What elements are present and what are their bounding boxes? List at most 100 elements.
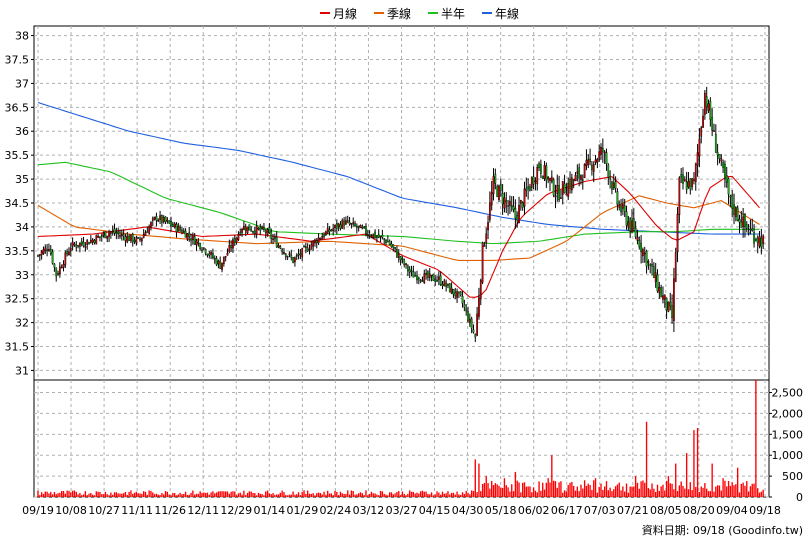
y-tick-label: 35.5 [5, 149, 30, 162]
candle-body [680, 174, 683, 178]
volume-bar [545, 482, 548, 497]
volume-bar [197, 493, 200, 497]
candle-body [179, 227, 182, 231]
volume-bar [135, 491, 138, 497]
candle-body [275, 236, 278, 248]
candle-body [636, 237, 639, 241]
candle-body [756, 237, 759, 243]
candle-body [385, 239, 387, 244]
candle-body [492, 176, 495, 195]
candle-body [397, 254, 400, 258]
candle-body [306, 247, 309, 252]
candle-body [713, 130, 715, 132]
candle-body [649, 264, 652, 266]
volume-bar [587, 483, 589, 497]
candle-body [558, 185, 560, 201]
volume-bar [199, 491, 201, 497]
volume-bar [81, 495, 83, 497]
volume-bar [582, 488, 584, 497]
x-axis: 09/19 10/08 10/27 11/11 11/26 12/11 12/29 01/14… [22, 504, 781, 517]
volume-bar [418, 493, 420, 497]
volume-bar [414, 493, 416, 497]
candle-body [355, 226, 358, 229]
volume-bar [676, 491, 679, 497]
candle-body [725, 175, 728, 183]
volume-bar [254, 493, 256, 497]
candle-body [40, 251, 43, 256]
candle-body [113, 228, 116, 234]
volume-bar [195, 493, 198, 497]
candle-body [561, 180, 564, 195]
volume-bar [177, 494, 179, 497]
candle-body [594, 159, 597, 163]
x-tick-label: 04/30 [452, 504, 484, 517]
candle-body [250, 229, 253, 232]
candle-body [432, 273, 435, 281]
candle-body [99, 236, 101, 238]
candle-body [419, 279, 422, 282]
volume-bar [53, 492, 56, 497]
candle-body [505, 200, 508, 203]
volume-bar [693, 430, 695, 497]
candle-body [184, 230, 187, 238]
volume-bar [496, 484, 498, 497]
volume-bar [492, 485, 495, 497]
candle-body [755, 239, 757, 241]
candle-body [186, 233, 189, 240]
candle-body [406, 265, 409, 272]
candle-body [53, 263, 56, 268]
y-tick-label: 34 [15, 221, 29, 234]
volume-bar [474, 459, 476, 497]
candle-body [337, 223, 340, 227]
candle-body [734, 207, 737, 217]
candle-body [58, 266, 61, 275]
candle-body [281, 249, 284, 253]
candle-body [323, 234, 325, 237]
candle-body [705, 96, 708, 107]
volume-bar [685, 453, 688, 497]
candle-body [459, 291, 462, 296]
legend-label: 季線 [387, 6, 411, 21]
volume-bar [594, 478, 597, 497]
candle-body [467, 311, 469, 322]
volume-bar [239, 492, 241, 497]
candle-body [541, 175, 544, 179]
candle-body [556, 185, 559, 194]
x-tick-label: 09/19 [22, 504, 54, 517]
volume-bar [551, 455, 553, 497]
candle-body [691, 178, 693, 188]
volume-bar [181, 494, 183, 497]
candle-body [671, 305, 673, 319]
volume-bar [270, 494, 272, 497]
candle-body [161, 215, 163, 223]
candle-body [122, 234, 125, 237]
legend-label: 年線 [495, 6, 519, 21]
volume-bar [625, 483, 628, 497]
candle-body [332, 228, 335, 232]
candle-body [297, 254, 300, 256]
volume-bar [110, 492, 112, 497]
volume-bar [365, 490, 367, 497]
candle-body [215, 258, 218, 265]
x-tick-label: 10/08 [55, 504, 87, 517]
volume-tick-label: 2,000 [772, 407, 804, 420]
volume-bar [179, 492, 181, 497]
volume-bar [385, 494, 387, 497]
candle-body [100, 235, 103, 237]
volume-bar [51, 494, 54, 497]
volume-bar [452, 492, 455, 497]
volume-bar [624, 491, 626, 497]
candle-body [496, 186, 499, 197]
candle-body [326, 227, 329, 234]
candle-body [663, 294, 666, 300]
candle-body [656, 274, 659, 292]
candle-body [647, 261, 650, 263]
volume-bar [516, 480, 518, 497]
candle-body [616, 191, 619, 205]
candle-body [645, 250, 648, 267]
candle-body [693, 179, 695, 181]
candle-body [503, 197, 506, 209]
candle-body [246, 226, 249, 234]
volume-bar [279, 492, 282, 497]
volume-bar [148, 490, 150, 497]
